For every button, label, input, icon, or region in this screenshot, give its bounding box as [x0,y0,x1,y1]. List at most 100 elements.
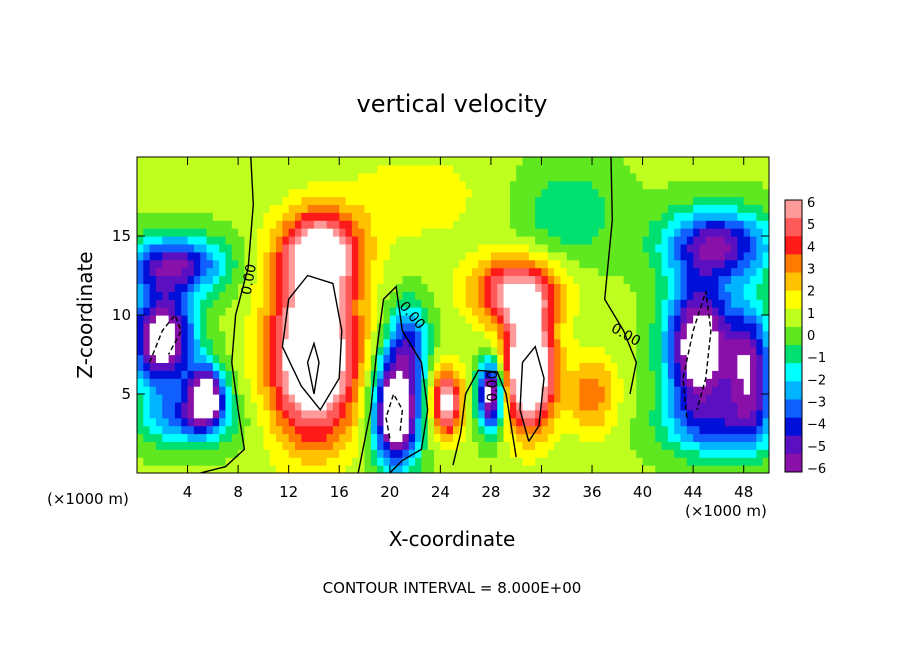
field-cell [295,307,302,316]
field-cell [326,457,334,466]
field-cell [434,236,441,245]
field-cell [592,180,599,190]
field-cell [497,220,505,229]
field-cell [307,417,315,427]
field-cell [623,354,631,363]
field-cell [415,401,422,411]
field-cell [345,386,353,395]
field-cell [339,251,347,261]
field-cell [756,354,764,363]
field-cell [155,441,163,450]
field-cell [313,299,321,308]
field-cell [244,172,252,182]
field-cell [686,370,694,379]
field-cell [712,315,720,324]
field-cell [724,188,732,198]
field-cell [137,330,144,340]
field-cell [667,180,675,190]
field-cell [168,409,176,419]
field-cell [269,433,277,442]
field-cell [137,299,144,308]
field-cell [737,259,745,269]
field-cell [174,267,182,277]
field-cell [307,409,315,419]
field-cell [661,291,669,300]
field-cell [276,243,283,253]
field-cell [636,212,644,221]
field-cell [566,378,574,387]
field-cell [459,378,467,387]
field-cell [686,330,694,340]
field-cell [383,220,391,229]
field-cell [351,401,359,411]
field-cell [718,283,726,292]
field-cell [383,346,391,356]
field-cell [465,362,473,371]
field-cell [332,172,340,182]
field-cell [162,212,170,221]
field-cell [522,307,530,316]
field-cell [206,188,214,198]
field-cell [648,243,656,253]
field-cell [288,283,296,292]
field-cell [200,259,208,269]
field-cell [661,267,669,277]
field-cell [705,409,713,419]
field-cell [592,362,599,371]
field-cell [509,267,517,277]
field-cell [434,441,441,450]
field-cell [478,188,486,198]
field-cell [623,307,631,316]
field-cell [484,196,492,205]
field-cell [288,378,296,387]
field-cell [528,196,536,205]
field-cell [667,330,675,340]
field-cell [263,228,271,237]
field-cell [257,370,264,379]
field-cell [623,212,631,221]
field-cell [471,449,479,458]
field-cell [705,394,713,403]
field-cell [301,243,309,253]
field-cell [276,212,283,221]
field-cell [396,291,404,300]
field-cell [396,409,404,419]
field-cell [453,283,460,292]
field-cell [427,291,435,300]
field-cell [484,354,492,363]
field-cell [611,441,618,450]
field-cell [301,212,309,221]
field-cell [617,386,625,395]
field-cell [541,267,549,277]
field-cell [554,386,562,395]
field-cell [465,401,473,411]
field-cell [712,441,720,450]
field-cell [547,394,555,403]
field-cell [200,275,208,284]
field-cell [693,386,701,395]
field-cell [667,291,675,300]
field-cell [743,441,751,450]
field-cell [383,330,391,340]
field-cell [193,330,201,340]
field-cell [408,204,416,213]
field-cell [370,449,378,458]
field-cell [282,157,290,166]
field-cell [528,157,536,166]
field-cell [212,220,220,229]
field-cell [137,243,144,253]
field-cell [718,433,726,442]
field-cell [547,417,555,427]
field-cell [471,409,479,419]
field-cell [636,465,644,473]
field-cell [705,251,713,261]
field-cell [554,236,562,245]
field-cell [566,425,574,435]
field-cell [396,212,404,221]
field-cell [219,275,227,284]
field-cell [459,220,467,229]
field-cell [408,417,416,427]
field-cell [446,409,454,419]
field-cell [667,236,675,245]
field-cell [629,212,637,221]
